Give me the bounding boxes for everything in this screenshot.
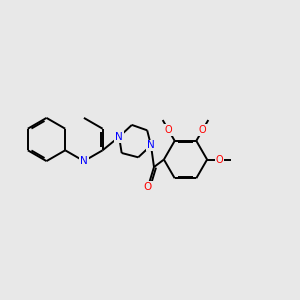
Text: N: N (80, 156, 88, 166)
Text: O: O (144, 182, 152, 192)
Text: N: N (115, 132, 123, 142)
Text: O: O (216, 154, 224, 164)
Text: O: O (199, 125, 206, 135)
Text: O: O (165, 125, 172, 135)
Text: N: N (147, 140, 155, 150)
